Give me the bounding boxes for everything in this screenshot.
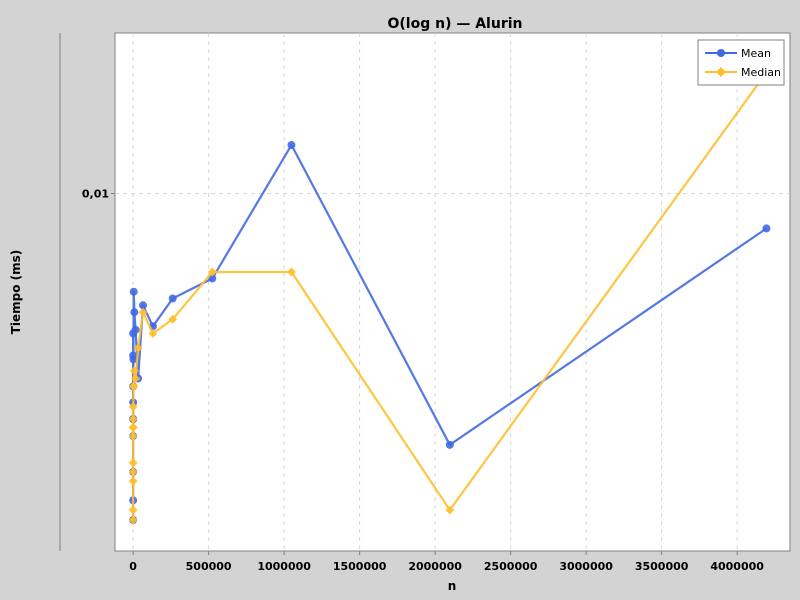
y-tick-label: 0,01 xyxy=(82,188,109,201)
legend-median-label: Median xyxy=(741,66,781,79)
data-point-median xyxy=(168,314,178,324)
data-point-median xyxy=(133,343,143,353)
x-tick-label: 2000000 xyxy=(408,560,462,573)
data-point-median xyxy=(207,267,217,277)
legend-box xyxy=(697,39,785,86)
y-axis: 0,01 xyxy=(82,188,115,201)
data-point-median xyxy=(129,366,139,376)
data-point-median xyxy=(128,414,138,424)
data-point-median xyxy=(129,381,139,391)
data-point-median xyxy=(128,422,138,432)
data-point-median xyxy=(148,328,158,338)
legend-mean-label: Mean xyxy=(741,47,771,60)
x-tick-label: 1000000 xyxy=(257,560,311,573)
data-point-mean xyxy=(139,301,148,310)
x-axis-label: n xyxy=(448,579,457,593)
data-point-mean xyxy=(129,355,138,364)
x-tick-label: 3500000 xyxy=(635,560,689,573)
data-point-median xyxy=(128,402,138,412)
data-point-median xyxy=(128,505,138,515)
data-point-median xyxy=(138,307,148,317)
data-point-median xyxy=(286,267,296,277)
x-tick-label: 0 xyxy=(129,560,137,573)
x-axis: 0 500000 1000000 1500000 2000000 2500000 30000… xyxy=(129,551,764,573)
data-point-median xyxy=(128,458,138,468)
chart-title: O(log n) — Alurin xyxy=(388,16,523,32)
data-point-mean xyxy=(445,440,454,449)
legend-median-marker xyxy=(716,67,726,77)
data-point-median xyxy=(445,505,455,515)
series-layer xyxy=(128,67,771,525)
y-axis-label: Tiempo (ms) xyxy=(9,250,23,335)
data-point-median xyxy=(128,476,138,486)
data-point-mean xyxy=(129,287,138,296)
legend-mean-marker xyxy=(717,49,725,57)
series-line-mean xyxy=(132,143,768,520)
data-point-mean xyxy=(287,141,296,150)
data-point-mean xyxy=(762,224,771,233)
data-point-median xyxy=(128,431,138,441)
data-point-median xyxy=(128,467,138,477)
data-point-mean xyxy=(168,294,177,303)
x-tick-label: 4000000 xyxy=(710,560,764,573)
legend: Mean Median xyxy=(697,39,785,86)
plot-area xyxy=(114,32,791,552)
x-tick-label: 3000000 xyxy=(559,560,613,573)
data-point-mean xyxy=(130,308,139,317)
data-point-median xyxy=(128,515,138,525)
data-point-mean xyxy=(131,325,140,334)
data-point-mean xyxy=(208,274,217,283)
x-tick-label: 500000 xyxy=(186,560,232,573)
x-tick-label: 1500000 xyxy=(333,560,387,573)
data-point-median xyxy=(131,374,141,384)
x-tick-label: 2500000 xyxy=(484,560,538,573)
